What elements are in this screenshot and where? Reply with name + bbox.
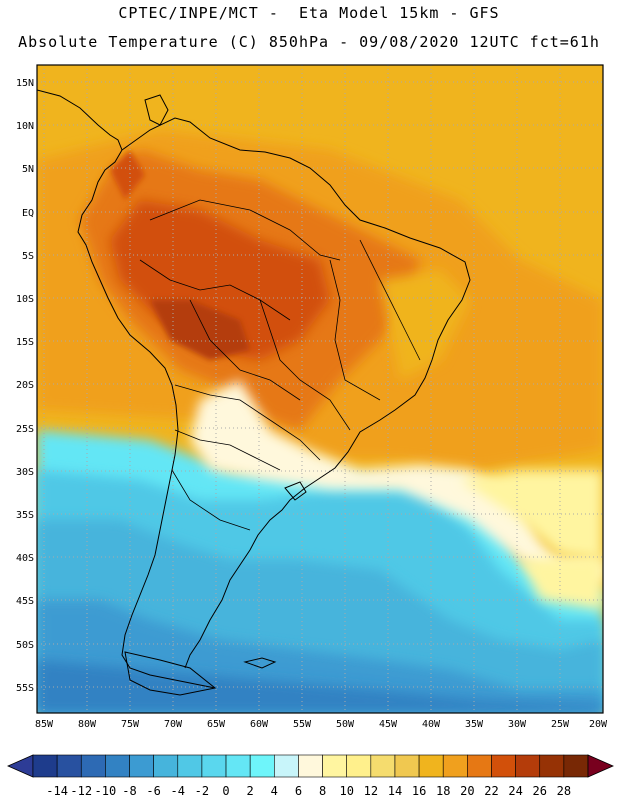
lon-label: 25W: [551, 719, 570, 730]
coastlines: [37, 89, 471, 696]
colorbar-bin: [563, 754, 589, 778]
colorbar-tick-label: 10: [339, 784, 353, 798]
lon-label: 35W: [465, 719, 484, 730]
colorbar-tick-label: -4: [171, 784, 185, 798]
colorbar-bin: [274, 754, 299, 778]
colorbar-bin: [298, 754, 323, 778]
colorbar-over-arrow: [587, 754, 614, 778]
colorbar-bin: [539, 754, 565, 778]
colorbar-tick-label: -8: [122, 784, 136, 798]
colorbar-bin: [105, 754, 130, 778]
lon-label: 40W: [422, 719, 441, 730]
lat-label: 45S: [16, 596, 34, 607]
lat-label: 30S: [16, 467, 34, 478]
colorbar-bin: [129, 754, 154, 778]
colorbar-bin: [56, 754, 82, 778]
lon-label: 45W: [379, 719, 398, 730]
colorbar-bin: [467, 754, 492, 778]
colorbar-bin: [370, 754, 396, 778]
lon-label: 65W: [207, 719, 226, 730]
colorbar-bin: [80, 754, 106, 778]
lon-label: 55W: [293, 719, 312, 730]
colorbar-bin: [515, 754, 541, 778]
lat-label: 50S: [16, 640, 34, 651]
colorbar-tick-label: 14: [388, 784, 402, 798]
latitude-labels: 15N 10N 5N EQ 5S 10S 15S 20S 25S 30S 35S…: [16, 78, 34, 694]
colorbar-bin: [32, 754, 58, 778]
lon-label: 30W: [508, 719, 527, 730]
colorbar-tick-label: -12: [70, 784, 92, 798]
colorbar-tick-label: 28: [557, 784, 571, 798]
colorbar-bin: [177, 754, 203, 778]
colorbar-tick-label: 4: [271, 784, 278, 798]
graticule: [37, 65, 603, 713]
colorbar-bin: [249, 754, 275, 778]
lat-label: 55S: [16, 683, 34, 694]
colorbar-tick-label: -10: [95, 784, 117, 798]
lat-label: EQ: [22, 208, 34, 219]
lon-label: 60W: [250, 719, 269, 730]
colorbar-tick-label: 8: [319, 784, 326, 798]
title-field: Absolute Temperature (C) 850hPa - 09/08/…: [18, 33, 600, 51]
lat-label: 35S: [16, 510, 34, 521]
colorbar-bin: [346, 754, 372, 778]
colorbar-bins: [32, 754, 589, 778]
colorbar-bin: [442, 754, 468, 778]
colorbar-under-arrow: [7, 754, 34, 778]
colorbar-tick-label: -2: [195, 784, 209, 798]
title-model: CPTEC/INPE/MCT - Eta Model 15km - GFS: [118, 4, 500, 22]
colorbar-tick-label: 22: [484, 784, 498, 798]
lon-label: 80W: [78, 719, 97, 730]
country-borders: [139, 199, 421, 531]
colorbar-bin: [153, 754, 179, 778]
lon-label: 75W: [121, 719, 140, 730]
lon-label: 85W: [35, 719, 54, 730]
lat-label: 20S: [16, 380, 34, 391]
colorbar: -14 -12 -10 -8 -6 -4 -2 0 2 4 6 8 10 12 14 16 18 20 22 24 26…: [7, 754, 614, 798]
colorbar-tick-label: 12: [364, 784, 378, 798]
colorbar-bin: [201, 754, 227, 778]
colorbar-tick-label: 24: [508, 784, 522, 798]
colorbar-tick-label: -14: [46, 784, 68, 798]
colorbar-bin: [394, 754, 420, 778]
colorbar-bin: [418, 754, 444, 778]
colorbar-tick-label: 0: [222, 784, 229, 798]
colorbar-tick-label: 6: [295, 784, 302, 798]
lat-label: 25S: [16, 424, 34, 435]
lat-label: 5N: [22, 164, 34, 175]
lon-label: 50W: [336, 719, 355, 730]
lon-label: 20W: [589, 719, 608, 730]
colorbar-bin: [491, 754, 516, 778]
colorbar-bin: [322, 754, 347, 778]
temperature-field: [37, 65, 603, 713]
lat-label: 5S: [22, 251, 34, 262]
colorbar-labels: -14 -12 -10 -8 -6 -4 -2 0 2 4 6 8 10 12 14 16 18 20 22 24 26…: [46, 784, 571, 798]
colorbar-tick-label: 18: [436, 784, 450, 798]
map-frame: [36, 64, 604, 714]
lat-label: 40S: [16, 553, 34, 564]
lat-label: 15S: [16, 337, 34, 348]
colorbar-tick-label: 20: [460, 784, 474, 798]
lat-label: 10S: [16, 294, 34, 305]
colorbar-tick-label: 2: [247, 784, 254, 798]
longitude-labels: 85W 80W 75W 70W 65W 60W 55W 50W 45W 40W …: [35, 719, 608, 730]
colorbar-tick-label: 26: [533, 784, 547, 798]
colorbar-tick-label: 16: [412, 784, 426, 798]
lat-label: 15N: [16, 78, 34, 89]
lon-label: 70W: [164, 719, 183, 730]
lat-label: 10N: [16, 121, 34, 132]
colorbar-tick-label: -6: [146, 784, 160, 798]
colorbar-bin: [225, 754, 251, 778]
